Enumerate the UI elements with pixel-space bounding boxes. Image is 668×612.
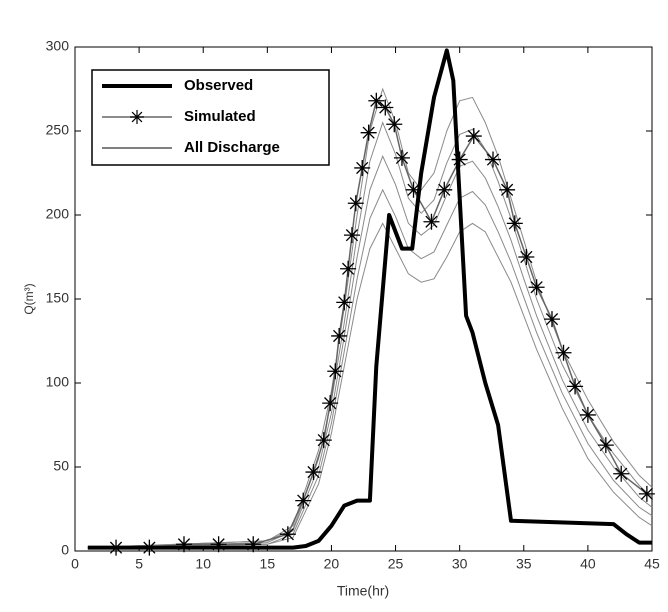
y-tick-label: 50: [53, 458, 69, 474]
simulated-marker: [175, 536, 192, 553]
simulated-marker: [322, 395, 339, 412]
simulated-marker: [386, 116, 403, 133]
y-tick-label: 100: [46, 374, 70, 390]
simulated-marker: [279, 526, 296, 543]
simulated-marker: [354, 159, 371, 176]
observed-line: [87, 48, 652, 550]
simulated-marker: [518, 249, 535, 265]
simulated-marker: [360, 124, 377, 141]
simulated-marker: [343, 227, 360, 244]
simulated-marker: [340, 260, 357, 277]
x-tick-label: 10: [195, 556, 211, 572]
simulated-marker: [451, 151, 468, 168]
legend-label: Simulated: [184, 108, 256, 125]
x-axis-label: Time(hr): [337, 583, 389, 599]
legend-marker: [130, 110, 144, 124]
y-axis-label: Q(m³): [22, 283, 36, 314]
ensemble-line: [87, 188, 653, 549]
y-tick-label: 150: [46, 290, 70, 306]
simulated-marker: [295, 492, 312, 509]
y-tick-label: 0: [61, 542, 69, 558]
simulated-marker: [528, 279, 545, 296]
simulated-marker: [579, 406, 596, 423]
legend-label: Observed: [184, 77, 253, 94]
y-tick-label: 200: [46, 206, 70, 222]
legend-label: All Discharge: [184, 139, 280, 156]
simulated-marker: [638, 485, 655, 502]
simulated-marker: [436, 181, 453, 198]
simulated-marker: [555, 344, 572, 361]
simulated-marker: [245, 536, 262, 553]
x-tick-label: 0: [71, 556, 79, 572]
simulated-marker: [331, 327, 348, 344]
simulated-marker: [499, 181, 516, 198]
simulated-marker: [506, 215, 523, 232]
simulated-marker: [210, 536, 227, 553]
x-tick-label: 35: [516, 556, 532, 572]
simulated-marker: [315, 432, 332, 449]
x-tick-label: 15: [260, 556, 276, 572]
x-tick-label: 40: [580, 556, 596, 572]
simulated-marker: [347, 195, 364, 212]
simulated-marker: [377, 99, 394, 116]
simulated-marker: [465, 128, 482, 145]
simulated-marker: [108, 539, 125, 556]
x-tick-label: 5: [135, 556, 143, 572]
x-tick-label: 45: [644, 556, 660, 572]
simulated-marker: [393, 149, 410, 166]
simulated-marker: [368, 92, 385, 109]
ensemble-line: [87, 222, 653, 549]
simulated-marker: [327, 363, 344, 380]
simulated-marker: [613, 465, 630, 482]
simulated-marker: [141, 539, 158, 556]
y-tick-label: 250: [46, 122, 70, 138]
x-tick-label: 30: [452, 556, 468, 572]
simulated-marker: [567, 378, 584, 395]
simulated-marker: [485, 151, 502, 168]
x-tick-label: 25: [388, 556, 404, 572]
simulated-marker: [543, 311, 560, 328]
x-tick-label: 20: [324, 556, 340, 572]
simulated-marker: [305, 464, 322, 481]
simulated-marker: [423, 213, 440, 230]
simulated-marker: [597, 437, 614, 454]
simulated-marker: [405, 181, 422, 198]
ensemble-line: [87, 121, 653, 549]
simulated-marker: [336, 294, 353, 311]
y-tick-label: 300: [46, 38, 70, 54]
